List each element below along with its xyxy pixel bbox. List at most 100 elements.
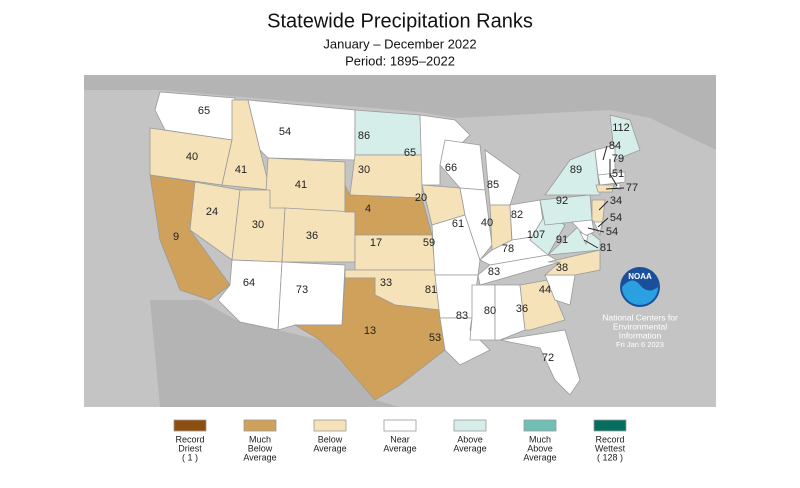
state-rank: 65 — [404, 147, 416, 159]
legend-label: Record — [595, 434, 624, 444]
legend-label: Wettest — [595, 443, 626, 453]
legend-label: Near — [390, 434, 410, 444]
subtitle: January – December 2022 — [323, 36, 476, 51]
state-rank: 40 — [186, 151, 198, 163]
state-rank: 51 — [612, 168, 624, 180]
state-rank: 54 — [279, 126, 291, 138]
state — [494, 284, 526, 341]
leader-line — [609, 173, 618, 187]
state-rank: 65 — [198, 105, 210, 117]
state-rank: 44 — [539, 284, 551, 296]
legend-swatch — [453, 419, 487, 432]
credit-line: National Centers for — [602, 312, 678, 322]
state — [469, 284, 496, 341]
state — [609, 114, 641, 161]
legend-swatch — [313, 419, 347, 432]
legend-label: Average — [453, 443, 486, 453]
state-rank: 38 — [556, 262, 568, 274]
state — [595, 184, 615, 193]
state — [571, 219, 595, 237]
legend-label: Average — [383, 443, 416, 453]
state — [281, 207, 356, 263]
legend-label: Driest — [178, 443, 202, 453]
state — [431, 214, 481, 276]
state-rank: 64 — [243, 277, 255, 289]
leader-line — [587, 227, 605, 233]
state-rank: 13 — [364, 325, 376, 337]
legend-label: Above — [527, 443, 553, 453]
state-rank: 89 — [570, 164, 582, 176]
legend-label: Above — [457, 434, 483, 444]
title: Statewide Precipitation Ranks — [267, 10, 533, 32]
legend-swatch — [173, 419, 207, 432]
state-rank: 91 — [556, 234, 568, 246]
state-rank: 24 — [206, 206, 218, 218]
legend-label: Much — [529, 434, 551, 444]
state — [519, 279, 566, 331]
legend-swatch — [383, 419, 417, 432]
state — [499, 329, 581, 396]
leader-line — [605, 187, 625, 190]
legend-label: Much — [249, 434, 271, 444]
mexico — [150, 300, 400, 407]
state-rank: 78 — [502, 243, 514, 255]
state-rank: 53 — [429, 332, 441, 344]
state — [247, 99, 356, 161]
state — [293, 277, 446, 401]
state — [349, 154, 423, 199]
state-rank: 66 — [445, 162, 457, 174]
state-rank: 9 — [173, 231, 179, 243]
state-rank: 86 — [358, 130, 370, 142]
state-rank: 79 — [612, 153, 624, 165]
state-rank: 33 — [380, 277, 392, 289]
state-rank: 36 — [516, 303, 528, 315]
state-rank: 4 — [365, 203, 371, 215]
state-rank: 41 — [295, 179, 307, 191]
legend-label: Below — [318, 434, 343, 444]
state-rank: 36 — [306, 230, 318, 242]
legend-label: Record — [175, 434, 204, 444]
state — [529, 214, 566, 256]
credit-line: Fri Jan 6 2023 — [616, 340, 664, 349]
state-rank: 34 — [610, 195, 622, 207]
state-rank: 72 — [542, 352, 554, 364]
state-rank: 17 — [370, 237, 382, 249]
legend-swatch — [243, 419, 277, 432]
legend-label: ( 128 ) — [597, 452, 623, 462]
state-rank: 30 — [252, 219, 264, 231]
legend-label: Below — [248, 443, 273, 453]
credit-line: Information — [619, 330, 662, 340]
state-rank: 40 — [481, 217, 493, 229]
state-rank: 107 — [527, 229, 545, 241]
leader-line — [598, 200, 609, 211]
state-rank: 77 — [626, 182, 638, 194]
state — [277, 261, 346, 331]
state-rank: 54 — [610, 212, 622, 224]
state-rank: 81 — [425, 284, 437, 296]
state-rank: 61 — [452, 218, 464, 230]
state-rank: 82 — [511, 209, 523, 221]
state-rank: 54 — [606, 226, 618, 238]
credit-line: Environmental — [613, 321, 667, 331]
state — [459, 187, 493, 261]
state-rank: 84 — [609, 140, 621, 152]
state-rank: 73 — [296, 284, 308, 296]
states — [149, 91, 641, 401]
leader-line — [602, 145, 608, 161]
state-rank: 20 — [415, 192, 427, 204]
leader-line — [583, 239, 599, 249]
noaa-logo: NOAA — [620, 267, 660, 307]
state-rank: 83 — [456, 310, 468, 322]
state-rank: 112 — [612, 122, 630, 134]
state-rank: 30 — [358, 164, 370, 176]
state-rank: 83 — [488, 266, 500, 278]
logo-text: NOAA — [628, 272, 652, 281]
legend-label: Average — [523, 452, 556, 462]
state — [477, 254, 562, 286]
period: Period: 1895–2022 — [345, 53, 455, 68]
rank-labels: 65 40 9 24 41 54 41 30 64 36 73 86 30 4 17 33 13 65 20 59 81… — [173, 105, 638, 364]
state-rank: 81 — [600, 242, 612, 254]
leader-line — [597, 217, 609, 228]
